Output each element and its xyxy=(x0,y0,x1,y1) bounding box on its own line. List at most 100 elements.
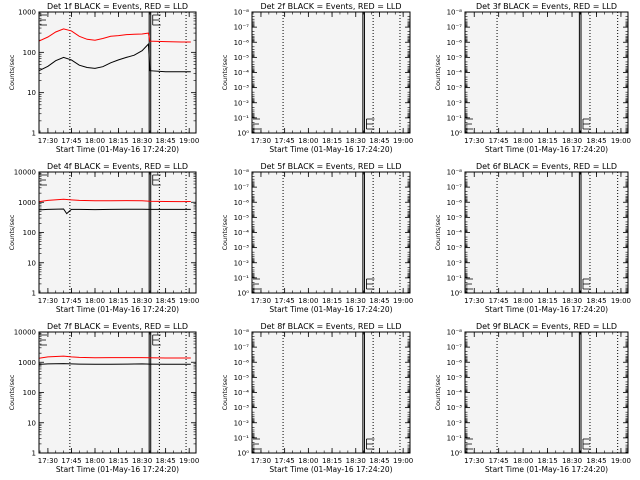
chart-title: Det 1f BLACK = Events, RED = LLD xyxy=(47,2,188,11)
plot-frame xyxy=(464,331,629,454)
chart-panel-3: Det 3f BLACK = Events, RED = LLD Counts/s… xyxy=(434,2,631,154)
x-tick-label: 18:45 xyxy=(369,137,389,145)
y-axis-label: Counts/sec xyxy=(8,374,16,410)
x-tick-label: 17:45 xyxy=(489,137,509,145)
x-tick-label: 17:45 xyxy=(275,297,295,305)
y-tick-label: 10⁻² xyxy=(234,99,250,107)
y-tick-label: 10⁻² xyxy=(234,259,250,267)
x-axis-label: Start Time (01-May-16 17:24:20) xyxy=(485,465,608,474)
event-rate-line xyxy=(38,42,191,73)
y-axis-label: Counts/sec xyxy=(8,214,16,250)
x-tick-label: 19:00 xyxy=(393,137,413,145)
y-tick-label: 10 xyxy=(27,89,36,97)
chart-panel-5: Det 5f BLACK = Events, RED = LLD Counts/s… xyxy=(221,162,413,314)
y-tick-label: 10⁻⁷ xyxy=(447,344,463,352)
x-tick-label: 18:15 xyxy=(537,297,557,305)
x-tick-label: 17:45 xyxy=(61,137,81,145)
y-tick-label: 10⁻⁵ xyxy=(447,54,463,62)
y-tick-label: 10⁻⁵ xyxy=(234,374,250,382)
x-tick-label: 18:45 xyxy=(586,297,606,305)
y-axis-label: Counts/sec xyxy=(221,374,229,410)
x-tick-label: 18:00 xyxy=(298,297,318,305)
y-axis-label: Counts/sec xyxy=(434,374,442,410)
y-tick-label: 10⁻⁴ xyxy=(234,69,250,77)
y-tick-label: 10 xyxy=(27,259,36,267)
x-tick-label: 17:45 xyxy=(61,457,81,465)
x-tick-label: 19:00 xyxy=(611,297,631,305)
segment-flag xyxy=(366,118,375,130)
y-tick-label: 10⁻⁷ xyxy=(234,184,250,192)
y-tick-label: 10⁻³ xyxy=(234,404,250,412)
y-tick-label: 100 xyxy=(23,389,36,397)
y-tick-label: 1 xyxy=(32,290,36,298)
y-tick-label: 1000 xyxy=(18,359,36,367)
y-tick-label: 10⁻⁸ xyxy=(234,329,250,337)
y-axis-label: Counts/sec xyxy=(434,214,442,250)
plot-area xyxy=(465,12,628,133)
y-tick-label: 10⁻¹ xyxy=(447,434,463,442)
y-tick-label: 1 xyxy=(32,130,36,138)
plot-area xyxy=(252,172,410,293)
y-tick-label: 10⁻⁷ xyxy=(447,24,463,32)
y-axis-label: Counts/sec xyxy=(221,54,229,90)
x-axis-label: Start Time (01-May-16 17:24:20) xyxy=(269,465,392,474)
x-tick-label: 18:45 xyxy=(156,297,176,305)
x-tick-label: 18:15 xyxy=(108,457,128,465)
x-tick-label: 18:15 xyxy=(322,297,342,305)
y-tick-label: 10⁻⁵ xyxy=(447,214,463,222)
event-rate-line xyxy=(38,363,191,365)
x-tick-label: 17:30 xyxy=(251,457,271,465)
segment-flag xyxy=(466,278,473,290)
x-tick-label: 18:45 xyxy=(369,297,389,305)
y-tick-label: 10⁻¹ xyxy=(234,434,250,442)
x-tick-label: 18:45 xyxy=(156,137,176,145)
x-tick-label: 17:45 xyxy=(489,457,509,465)
segment-flag xyxy=(253,118,260,130)
y-axis-label: Counts/sec xyxy=(434,54,442,90)
segment-flag xyxy=(366,438,375,450)
x-axis-label: Start Time (01-May-16 17:24:20) xyxy=(56,145,179,154)
segment-flag xyxy=(152,334,161,346)
x-tick-label: 18:15 xyxy=(108,297,128,305)
plot-area xyxy=(252,12,410,133)
x-tick-label: 19:00 xyxy=(179,137,199,145)
segment-flag xyxy=(253,278,260,290)
x-tick-label: 17:30 xyxy=(251,297,271,305)
x-axis-label: Start Time (01-May-16 17:24:20) xyxy=(269,305,392,314)
x-tick-label: 18:15 xyxy=(322,457,342,465)
x-tick-label: 17:30 xyxy=(38,137,58,145)
y-tick-label: 10⁻⁶ xyxy=(447,39,463,47)
plot-frame xyxy=(251,11,411,134)
x-tick-label: 18:15 xyxy=(537,137,557,145)
chart-panel-9: Det 9f BLACK = Events, RED = LLD Counts/s… xyxy=(434,322,631,474)
plot-frame xyxy=(464,171,629,294)
event-rate-line xyxy=(38,208,191,215)
plot-frame xyxy=(251,331,411,454)
x-tick-label: 18:45 xyxy=(369,457,389,465)
y-tick-label: 10⁰ xyxy=(450,450,462,458)
plot-area xyxy=(39,172,196,293)
chart-panel-6: Det 6f BLACK = Events, RED = LLD Counts/s… xyxy=(434,162,631,314)
y-tick-label: 10⁻¹ xyxy=(447,274,463,282)
x-tick-label: 17:45 xyxy=(61,297,81,305)
plot-area xyxy=(465,332,628,453)
plot-frame xyxy=(464,11,629,134)
y-tick-label: 100 xyxy=(23,229,36,237)
x-tick-label: 18:00 xyxy=(298,137,318,145)
plot-area xyxy=(252,332,410,453)
segment-flag xyxy=(582,438,592,450)
x-tick-label: 19:00 xyxy=(179,457,199,465)
y-axis-label: Counts/sec xyxy=(221,214,229,250)
y-tick-label: 10⁻⁴ xyxy=(447,389,463,397)
y-tick-label: 10 xyxy=(27,419,36,427)
y-tick-label: 1000 xyxy=(18,9,36,17)
y-tick-label: 10⁻⁵ xyxy=(234,54,250,62)
y-tick-label: 10⁻² xyxy=(447,419,463,427)
y-tick-label: 100 xyxy=(23,49,36,57)
x-tick-label: 17:30 xyxy=(464,457,484,465)
x-tick-label: 17:30 xyxy=(464,137,484,145)
chart-title: Det 7f BLACK = Events, RED = LLD xyxy=(47,322,188,331)
y-tick-label: 10⁻⁶ xyxy=(234,39,250,47)
y-tick-label: 10⁻³ xyxy=(447,404,463,412)
y-tick-label: 10⁻⁸ xyxy=(447,9,463,17)
